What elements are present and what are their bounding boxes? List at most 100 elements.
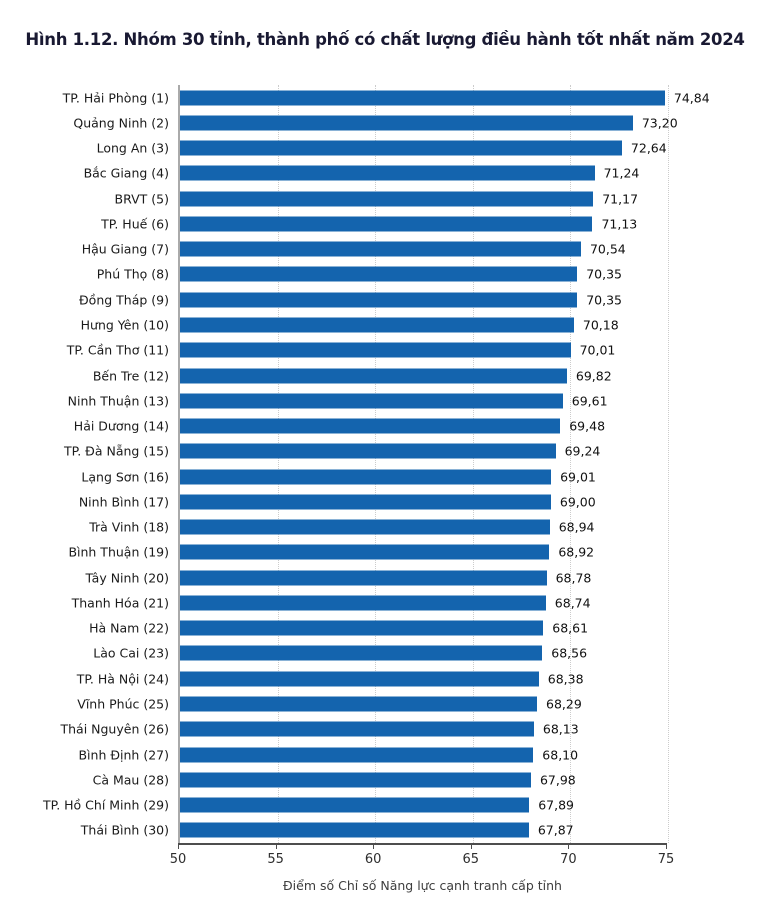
bar-row: Thái Bình (30) 67,87 [81,818,668,843]
category-label: Cà Mau (28) [92,772,169,788]
value-label: 71,17 [602,191,639,207]
bar [180,645,543,661]
category-label: Hậu Giang (7) [81,241,169,257]
category-label: Quảng Ninh (2) [73,115,169,131]
x-tick-label: 60 [364,852,382,867]
value-label: 69,48 [569,418,606,434]
bar-row: Lạng Sơn (16) 69,01 [81,464,668,489]
category-label: Trà Vinh (18) [89,519,169,535]
bar [180,595,546,611]
bar-row: Quảng Ninh (2) 73,20 [73,110,678,135]
value-label: 67,89 [538,797,574,813]
bar-row: Ninh Thuận (13) 69,61 [68,388,668,413]
bar-row: Bình Thuận (19) 68,92 [68,540,668,565]
category-label: Hưng Yên (10) [80,317,169,333]
x-tick-label: 70 [560,852,577,867]
value-label: 71,24 [603,165,640,181]
bar-row: Trà Vinh (18) 68,94 [89,515,668,540]
category-label: TP. Huế (6) [101,216,169,232]
category-label: Tây Ninh (20) [85,570,169,586]
category-label: Thái Nguyên (26) [60,721,169,737]
category-label: Ninh Thuận (13) [67,393,169,409]
bar-row: TP. Hồ Chí Minh (29) 67,89 [43,792,668,817]
bar [180,115,633,131]
bar [180,140,622,156]
bar-row: TP. Huế (6) 71,13 [101,211,668,236]
bar [180,570,547,586]
value-label: 69,01 [560,469,596,485]
bar [180,620,544,636]
bar-row: Hậu Giang (7) 70,54 [82,237,668,262]
x-axis-line [178,843,667,845]
bar [180,544,550,560]
gridline [277,85,279,843]
x-tick-label: 65 [462,852,480,867]
bar [180,216,593,232]
x-tick [275,843,277,849]
bar [180,494,551,510]
value-label: 74,84 [673,90,710,106]
value-label: 71,13 [601,216,638,232]
bar [180,241,581,257]
x-tick [470,843,472,849]
bar-row: Cà Mau (28) 67,98 [93,767,668,792]
x-tick-label: 75 [657,852,675,867]
category-label: Hải Dương (14) [73,418,169,434]
value-label: 73,20 [641,115,678,131]
x-tick-label: 50 [169,852,187,867]
bar-row: Hà Nam (22) 68,61 [89,616,668,641]
category-label: Long An (3) [96,140,169,156]
gridline [668,85,669,843]
category-label: TP. Cần Thơ (11) [66,342,169,358]
value-label: 67,98 [539,772,576,788]
bar-row: Tây Ninh (20) 68,78 [85,565,668,590]
category-label: Bình Định (27) [78,747,169,763]
category-label: Lào Cai (23) [93,645,169,661]
x-tick [666,843,667,849]
bar-row: TP. Cần Thơ (11) 70,01 [67,338,668,363]
bar-row: Bình Định (27) 68,10 [78,742,668,767]
value-label: 69,00 [559,494,596,510]
category-label: BRVT (5) [114,191,169,207]
value-label: 68,94 [558,519,595,535]
bar [180,165,595,181]
gridline [570,85,572,843]
bar-row: TP. Hà Nội (24) 68,38 [77,666,668,691]
value-label: 70,18 [582,317,619,333]
bar [180,671,539,687]
plot-area: TP. Hải Phòng (1) 74,84 Quảng Ninh (2) 73,2… [43,85,710,843]
value-label: 70,01 [579,342,616,358]
bar-rows-container: TP. Hải Phòng (1) 74,84 Quảng Ninh (2) 73,2… [43,85,710,843]
bar [180,90,665,106]
x-tick [373,843,375,849]
chart-title: Hình 1.12. Nhóm 30 tỉnh, thành phố có ch… [25,30,745,49]
gridline [472,85,474,843]
bar-row: TP. Đà Nẵng (15) 69,24 [64,439,668,464]
bar-row: Vĩnh Phúc (25) 68,29 [77,691,668,716]
bar [180,822,529,838]
category-label: Vĩnh Phúc (25) [77,696,169,712]
value-label: 69,24 [564,443,601,459]
category-label: Thanh Hóa (21) [71,595,169,611]
bar-row: Ninh Bình (17) 69,00 [79,489,668,514]
bar [180,191,594,207]
bar [180,696,538,712]
bar-row: Lào Cai (23) 68,56 [93,641,668,666]
bar [180,342,571,358]
value-label: 68,29 [546,696,582,712]
x-axis-title: Điểm số Chỉ số Năng lực cạnh tranh cấp t… [283,878,562,893]
value-label: 68,56 [551,645,588,661]
bar [180,393,563,409]
bar [180,443,556,459]
value-label: 68,74 [554,595,591,611]
x-tick [178,843,179,849]
value-label: 70,35 [586,292,623,308]
value-label: 70,35 [586,266,623,282]
bar-row: Thanh Hóa (21) 68,74 [72,590,668,615]
bar-row: TP. Hải Phòng (1) 74,84 [63,85,710,110]
bar-row: Bắc Giang (4) 71,24 [84,161,668,186]
bar-row: Phú Thọ (8) 70,35 [97,262,668,287]
bar [180,368,567,384]
bar [180,266,578,282]
